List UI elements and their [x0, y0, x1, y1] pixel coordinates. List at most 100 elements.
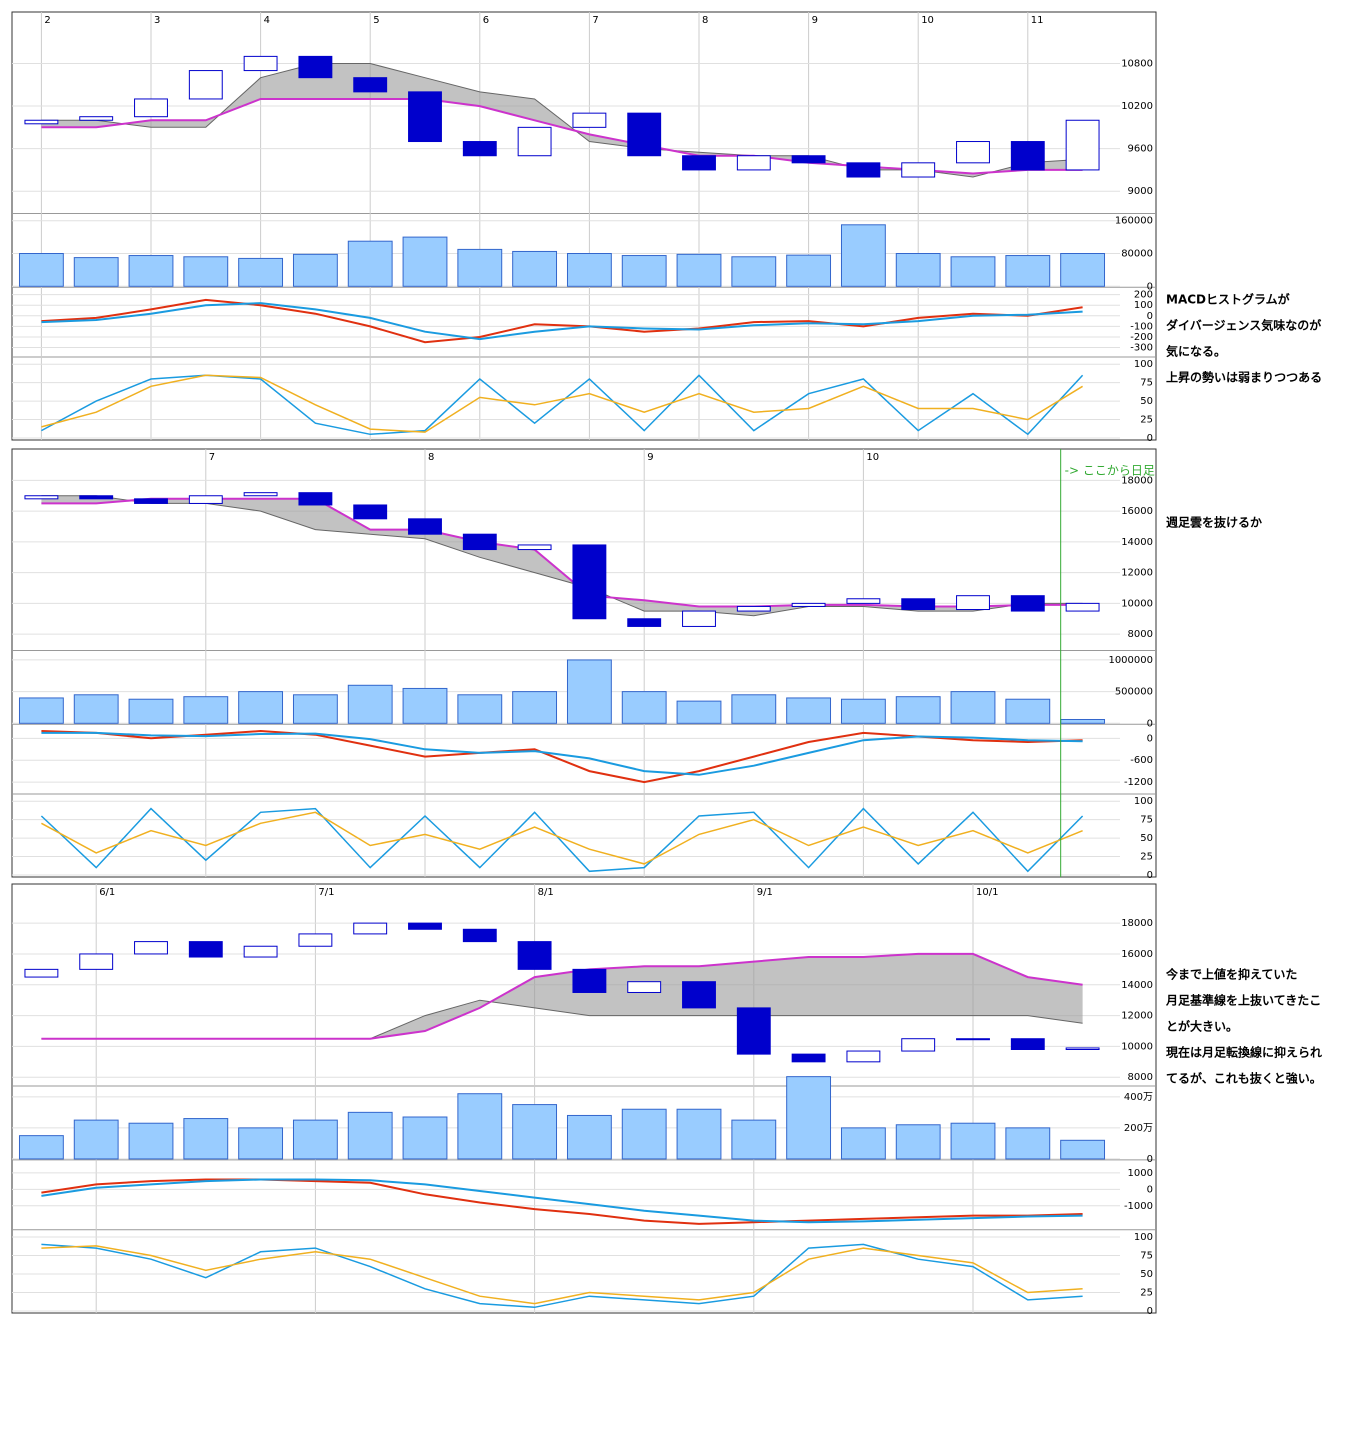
- y-tick-label: 0: [1147, 433, 1153, 444]
- x-tick-label: 2: [44, 15, 50, 26]
- volume-bar: [566, 659, 612, 724]
- volume-bar: [950, 256, 996, 287]
- y-tick-label: 10000: [1121, 598, 1153, 609]
- y-tick-label: 100: [1134, 1232, 1153, 1243]
- candle: [901, 162, 936, 178]
- signal-line: [41, 731, 1083, 776]
- volume-bar: [18, 1135, 64, 1160]
- y-tick-label: 200万: [1124, 1123, 1153, 1134]
- candle: [134, 941, 168, 955]
- volume-bar: [238, 691, 284, 724]
- candle: [846, 162, 881, 178]
- x-tick-label: 8: [702, 15, 708, 26]
- y-tick-label: 50: [1140, 1269, 1153, 1280]
- y-tick-label: 75: [1140, 815, 1153, 826]
- volume-bar: [402, 687, 448, 724]
- candle: [353, 77, 388, 93]
- volume-bar: [786, 697, 832, 724]
- volume-bar: [128, 1122, 174, 1160]
- x-tick-label: 9: [812, 15, 818, 26]
- note: 上昇の勢いは弱まりつつある: [1166, 370, 1322, 385]
- volume-bar: [238, 1127, 284, 1160]
- cloud: [41, 953, 1083, 1039]
- y-tick-label: 10800: [1121, 58, 1153, 69]
- candle: [1065, 1047, 1100, 1051]
- volume-bar: [950, 1122, 996, 1160]
- volume-bar: [18, 697, 64, 724]
- y-tick-label: 100: [1134, 300, 1153, 311]
- candle: [572, 544, 607, 620]
- candle: [846, 598, 881, 604]
- candle: [298, 492, 333, 506]
- volume-bar: [1060, 253, 1106, 287]
- volume-bar: [128, 255, 174, 287]
- y-tick-label: 14000: [1121, 537, 1153, 548]
- candle: [517, 544, 552, 551]
- volume-bar: [73, 257, 119, 287]
- y-tick-label: 12000: [1121, 568, 1153, 579]
- y-tick-label: 50: [1140, 396, 1153, 407]
- candle: [353, 922, 388, 935]
- candle: [298, 55, 333, 79]
- note: 現在は月足転換線に抑えられ: [1166, 1045, 1322, 1060]
- candle: [1010, 1038, 1045, 1051]
- y-tick-label: 0: [1147, 1306, 1153, 1317]
- x-tick-label: 10: [921, 15, 934, 26]
- note: とが大きい。: [1166, 1019, 1238, 1034]
- x-tick-label: 7: [592, 15, 598, 26]
- x-tick-label: 11: [1031, 15, 1044, 26]
- candle: [901, 598, 936, 611]
- y-tick-label: 0: [1147, 1184, 1153, 1195]
- volume-bar: [1005, 255, 1051, 287]
- y-tick-label: -300: [1130, 343, 1153, 354]
- volume-bar: [786, 254, 832, 287]
- volume-bar: [621, 1108, 667, 1160]
- x-tick-label: 7: [209, 452, 215, 463]
- candle: [188, 941, 223, 958]
- candle: [1065, 602, 1100, 612]
- y-tick-label: 500000: [1115, 687, 1153, 698]
- volume-bar: [840, 224, 886, 287]
- candle: [408, 922, 442, 930]
- candle: [79, 116, 114, 121]
- volume-bar: [73, 694, 119, 724]
- y-tick-label: 160000: [1115, 216, 1153, 227]
- panel-frame: [11, 11, 1157, 441]
- x-tick-label: 9/1: [757, 887, 773, 898]
- volume-bar: [621, 255, 667, 287]
- y-tick-label: 16000: [1121, 949, 1153, 960]
- volume-bar: [731, 1119, 777, 1160]
- candle: [134, 98, 168, 118]
- volume-bar: [895, 696, 941, 724]
- candle: [791, 602, 826, 607]
- span-a: [41, 495, 1083, 617]
- signal-line: [41, 302, 1083, 341]
- volume-bar: [731, 256, 777, 287]
- candle: [298, 933, 333, 947]
- span-b: [41, 952, 1083, 1040]
- candle: [243, 492, 278, 497]
- candle: [1010, 141, 1045, 171]
- volume-bar: [1005, 1127, 1051, 1160]
- note: 週足雲を抜けるか: [1166, 515, 1262, 530]
- volume-bar: [347, 684, 393, 724]
- y-tick-label: 8000: [1128, 629, 1153, 640]
- candle: [627, 981, 662, 993]
- note: 今まで上値を抑えていた: [1165, 967, 1297, 982]
- volume-bar: [183, 256, 229, 287]
- volume-bar: [512, 1104, 558, 1160]
- candle: [188, 70, 223, 100]
- volume-bar: [512, 250, 558, 287]
- volume-bar: [402, 236, 448, 287]
- candle: [736, 1007, 771, 1055]
- volume-bar: [566, 253, 612, 287]
- candle: [682, 610, 716, 627]
- volume-bar: [1060, 718, 1106, 724]
- stoch-d: [41, 811, 1083, 865]
- y-tick-label: 8000: [1128, 1072, 1153, 1083]
- y-tick-label: 100: [1134, 359, 1153, 370]
- volume-bar: [512, 691, 558, 724]
- x-tick-label: 8/1: [538, 887, 554, 898]
- y-tick-label: 12000: [1121, 1011, 1153, 1022]
- candle: [956, 1038, 990, 1041]
